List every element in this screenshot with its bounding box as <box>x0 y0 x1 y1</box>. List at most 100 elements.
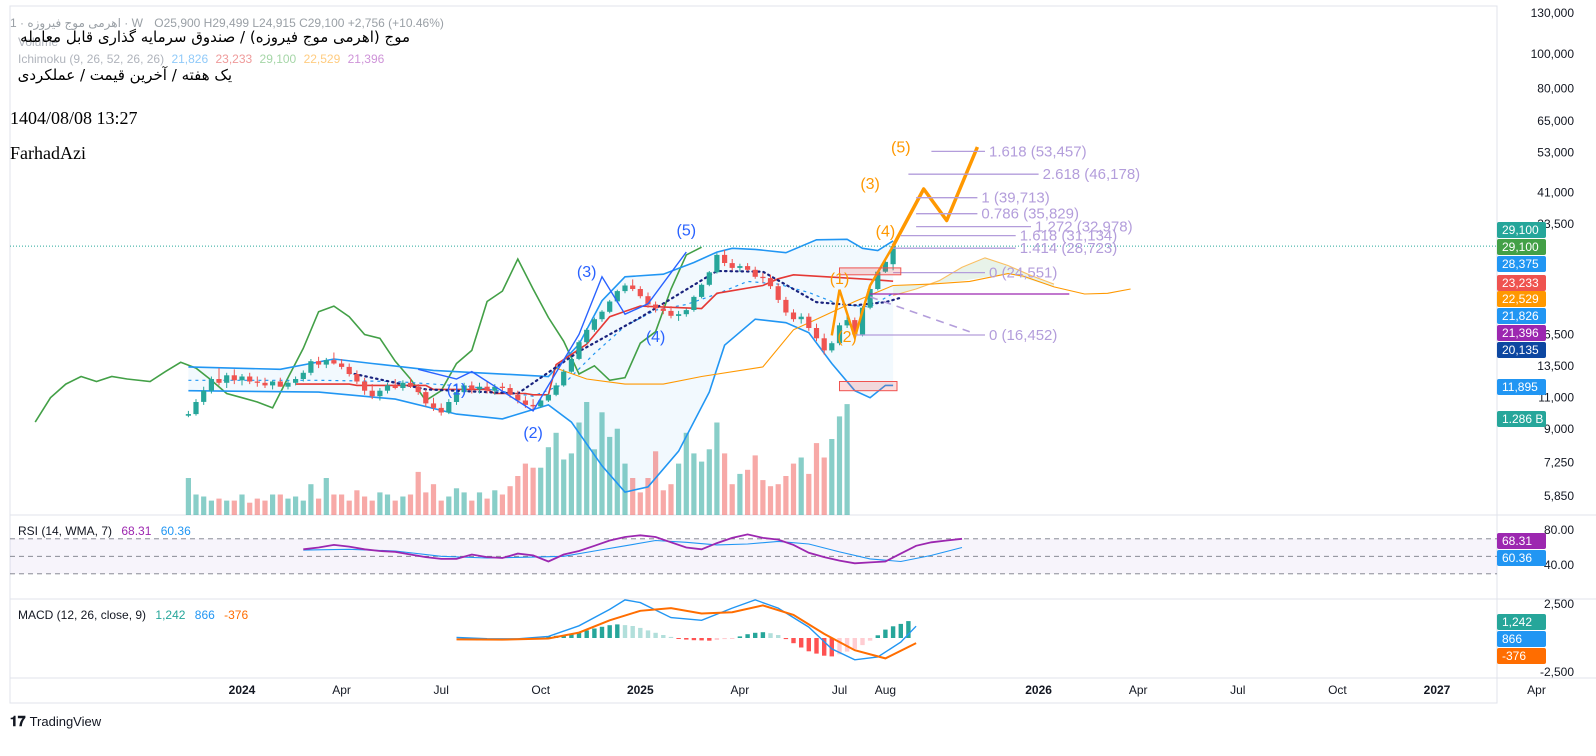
price-tag <box>1497 291 1546 307</box>
orange-wave-path <box>830 245 895 342</box>
macd-value: 866 <box>194 608 215 622</box>
macd-histogram-bar <box>776 635 781 638</box>
volume-bar <box>714 422 720 515</box>
candle-body <box>722 254 728 263</box>
macd-histogram-bar <box>668 636 674 638</box>
rsi-tick-label: 80.00 <box>1544 523 1574 537</box>
volume-bar <box>561 459 567 515</box>
volume-bar <box>821 457 827 515</box>
macd-histogram-bar <box>684 638 689 640</box>
volume-bar <box>377 492 383 515</box>
volume-bar <box>384 494 391 515</box>
price-tag-label: 29,100 <box>1502 223 1539 237</box>
signal-line <box>456 604 917 660</box>
candle-body <box>775 286 781 300</box>
macd-histogram-bar <box>707 638 712 641</box>
volume-legend: Volume <box>18 35 58 49</box>
candle-body <box>499 386 505 388</box>
candle-body <box>461 385 467 393</box>
volume-bar <box>553 432 559 515</box>
volume-bar <box>775 484 781 515</box>
volume-bar <box>813 443 820 515</box>
rsi-line <box>303 533 963 565</box>
macd-histogram-bar <box>599 626 605 638</box>
ichimoku-value: 23,233 <box>215 52 253 66</box>
candle-body <box>630 285 636 289</box>
volume-bar <box>423 492 429 515</box>
rsi-label: RSI (14, WMA, 7) <box>18 524 113 538</box>
volume-bar <box>584 402 590 515</box>
rsi-tick-label: 40.00 <box>1544 558 1574 572</box>
fib-level-label: 0 (24,551) <box>989 265 1057 282</box>
macd-histogram-bar <box>898 623 903 638</box>
candle-body <box>293 379 299 383</box>
volume-bar <box>798 457 804 515</box>
macd-histogram-bar <box>867 638 873 641</box>
candle-body <box>699 284 705 297</box>
volume-bar <box>362 496 368 515</box>
candle-body <box>300 372 306 379</box>
elliott-blue-label: (2) <box>523 425 543 442</box>
y-tick-label: 80,000 <box>1537 82 1574 96</box>
y-tick-label: 130,000 <box>1531 6 1575 20</box>
candle-body <box>446 402 452 413</box>
macd-histogram-bar <box>607 625 612 638</box>
price-tag <box>1497 379 1546 395</box>
volume-bar <box>262 500 268 515</box>
candle-body <box>844 320 850 326</box>
volume-bar <box>607 436 613 515</box>
zone-box <box>839 381 898 392</box>
y-tick-label: 65,000 <box>1537 114 1574 128</box>
elliott-blue-label: (1) <box>447 381 467 398</box>
candle-body <box>568 359 574 372</box>
volume-bar <box>568 453 574 515</box>
fib-level-label: 1 (39,713) <box>981 190 1049 207</box>
macd-histogram-bar <box>730 638 735 639</box>
volume-bar <box>461 492 467 515</box>
macd-histogram-bar <box>699 638 704 641</box>
elliott-blue-label: (4) <box>646 329 666 346</box>
volume-bar <box>745 469 751 515</box>
volume-bar <box>285 498 291 515</box>
rsi-tag <box>1497 550 1546 566</box>
price-tag <box>1497 342 1546 358</box>
candle-body <box>216 379 222 383</box>
candle-body <box>645 296 651 305</box>
volume-bar <box>231 500 237 515</box>
volume-bar <box>224 500 230 515</box>
macd-histogram-bar <box>875 635 880 638</box>
macd-histogram-bar <box>822 638 827 656</box>
candle-body <box>737 266 743 268</box>
volume-bar <box>415 471 421 515</box>
candle-body <box>247 376 253 382</box>
chart-author: FarhadAzi <box>10 143 86 163</box>
volume-bar <box>208 500 214 515</box>
volume-bar <box>453 488 460 515</box>
fib-level-label: 0 (16,452) <box>989 327 1057 344</box>
price-tag <box>1497 275 1546 291</box>
macd-hist-value: 1,242 <box>155 608 186 622</box>
brand-logo[interactable]: 𝟏𝟕 TradingView <box>10 713 101 730</box>
candle-body <box>484 386 490 391</box>
candle-body <box>331 360 337 364</box>
macd-histogram-bar <box>783 638 789 640</box>
volume-bar <box>760 480 766 515</box>
forecast-dashed-line <box>869 296 970 333</box>
candle-body <box>653 304 659 309</box>
x-tick-label: 2024 <box>229 683 256 697</box>
macd-histogram-bar <box>546 636 551 638</box>
macd-histogram-bar <box>676 638 681 639</box>
macd-histogram-bar <box>653 632 658 638</box>
y-tick-label: 33,500 <box>1537 217 1574 231</box>
y-tick-label: 13,500 <box>1537 359 1574 373</box>
candle-body <box>790 312 797 320</box>
candle-body <box>270 381 276 386</box>
macd-histogram-bar <box>630 626 635 638</box>
macd-histogram-bar <box>576 632 582 638</box>
price-tag <box>1497 222 1546 238</box>
volume-bar <box>522 463 528 515</box>
volume-label: Volume <box>18 35 59 49</box>
rsi-legend: RSI (14, WMA, 7) 68.31 60.36 <box>18 524 191 538</box>
